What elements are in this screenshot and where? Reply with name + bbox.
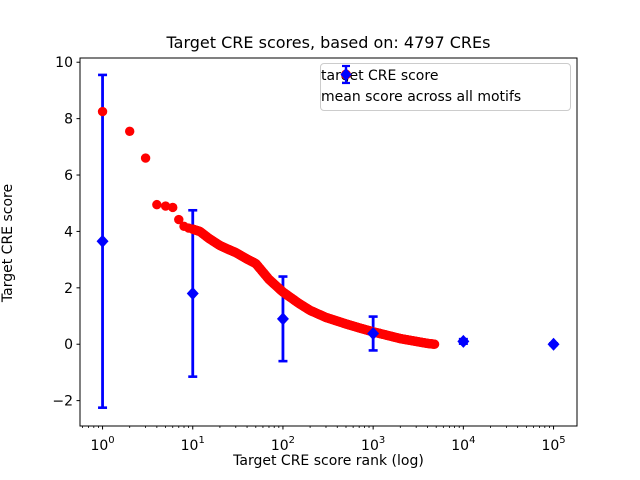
- mean-diamond-marker: [367, 327, 380, 341]
- mean-diamond-marker: [547, 337, 560, 351]
- x-tick-label: 103: [361, 435, 385, 454]
- x-tick-label: 102: [271, 435, 295, 454]
- axes-frame: [79, 57, 578, 427]
- y-tick-label: 10: [55, 55, 73, 71]
- target-score-point: [160, 201, 171, 211]
- mean-diamond-marker: [457, 334, 470, 348]
- mean-diamond-marker: [186, 286, 199, 300]
- target-score-point: [152, 199, 162, 210]
- legend: target CRE score mean score across all m…: [320, 63, 571, 111]
- target-score-point: [168, 202, 178, 213]
- y-tick-label: 8: [64, 112, 73, 128]
- mean-diamond-marker: [96, 234, 109, 248]
- target-score-point: [97, 106, 108, 117]
- target-score-point: [125, 126, 135, 137]
- target-score-point: [174, 214, 184, 225]
- x-axis-label: Target CRE score rank (log): [233, 453, 424, 469]
- target-score-point: [429, 339, 440, 349]
- x-tick-label: 104: [451, 435, 475, 454]
- y-axis-label: Target CRE score: [0, 183, 16, 303]
- y-tick-label: 2: [64, 281, 73, 297]
- x-tick-label: 105: [541, 435, 565, 454]
- blue-diamond-errorbar-icon: [340, 64, 352, 85]
- x-tick-label: 100: [90, 435, 114, 454]
- x-tick-label: 101: [181, 435, 205, 454]
- y-tick-label: 4: [64, 224, 73, 240]
- y-tick-label: 0: [64, 337, 73, 353]
- legend-item-mean-score: mean score across all motifs: [321, 64, 570, 108]
- mean-diamond-marker: [276, 312, 289, 326]
- y-tick-label: −2: [52, 394, 73, 410]
- chart-title: Target CRE scores, based on: 4797 CREs: [166, 33, 491, 52]
- legend-label-target: target CRE score: [321, 68, 439, 84]
- target-score-point: [140, 153, 151, 163]
- legend-label-mean: mean score across all motifs: [321, 89, 522, 105]
- y-tick-label: 6: [64, 168, 73, 184]
